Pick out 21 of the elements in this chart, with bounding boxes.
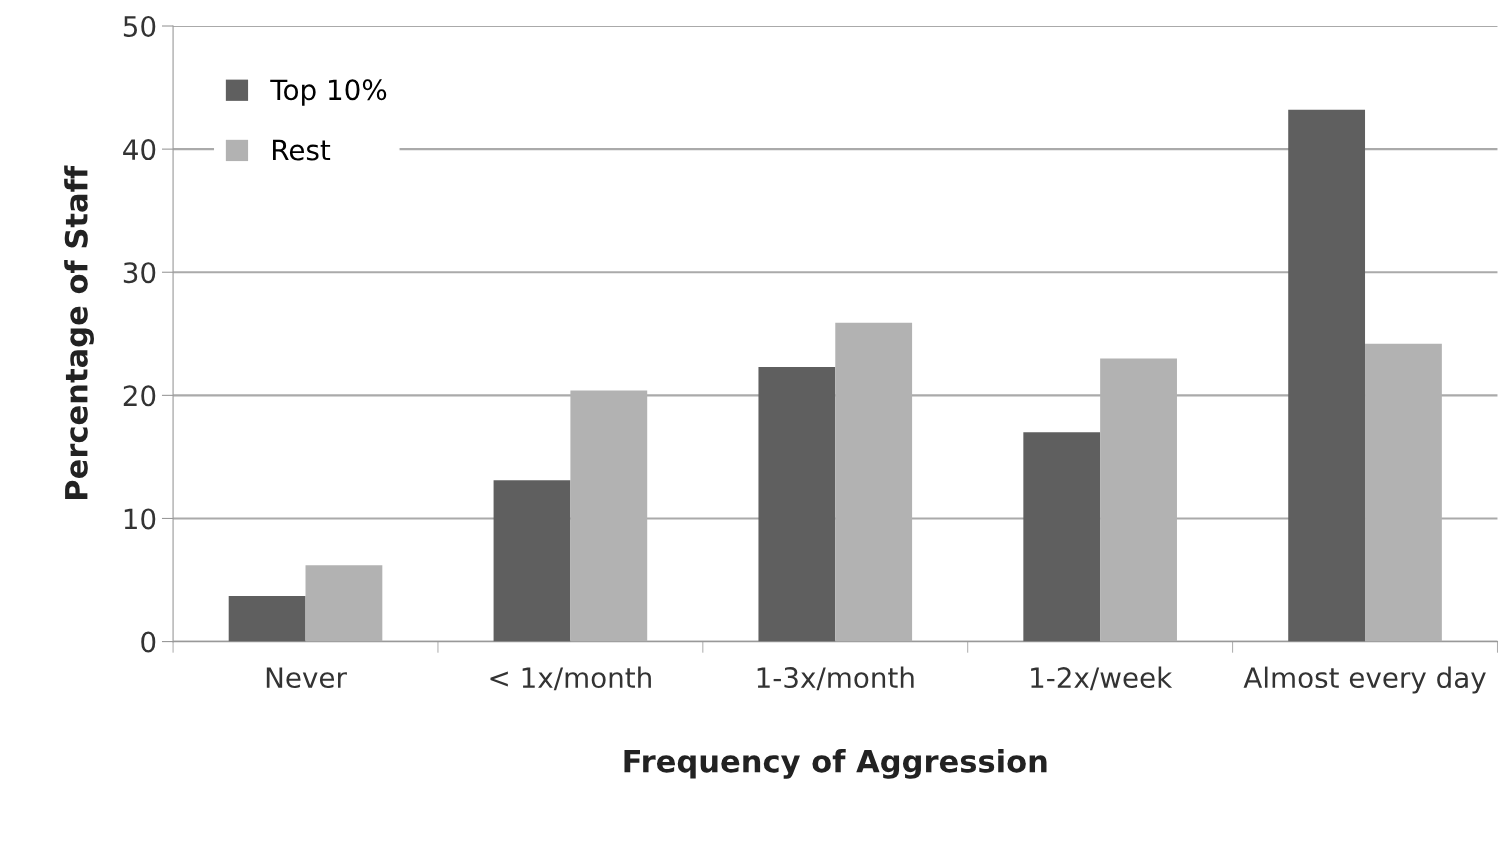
y-tick-label: 50: [123, 15, 156, 37]
x-tick-label: Never: [266, 667, 347, 689]
bar: [305, 565, 383, 642]
x-tick-label: < 1x/month: [490, 666, 651, 691]
y-tick-label: 10: [124, 508, 156, 530]
y-tick-label: 30: [123, 262, 156, 284]
x-tick-label: Almost every day: [1243, 666, 1486, 694]
x-axis-title: Frequency of Aggression: [624, 749, 1047, 779]
y-tick-label: 40: [123, 139, 156, 161]
bar: [493, 480, 571, 642]
bar: [228, 596, 306, 642]
y-axis-title: Percentage of Staff: [64, 165, 94, 499]
y-tick-label: 0: [141, 631, 156, 653]
bar: [1288, 109, 1366, 642]
x-tick-label: 1-2x/week: [1031, 666, 1173, 691]
bar: [1023, 432, 1101, 642]
y-tick-label: 20: [123, 385, 156, 407]
x-tick-label: 1-3x/month: [757, 666, 914, 691]
bar: [758, 367, 836, 642]
legend-label: Rest: [273, 139, 331, 161]
legend-label: Top 10%: [270, 79, 387, 106]
